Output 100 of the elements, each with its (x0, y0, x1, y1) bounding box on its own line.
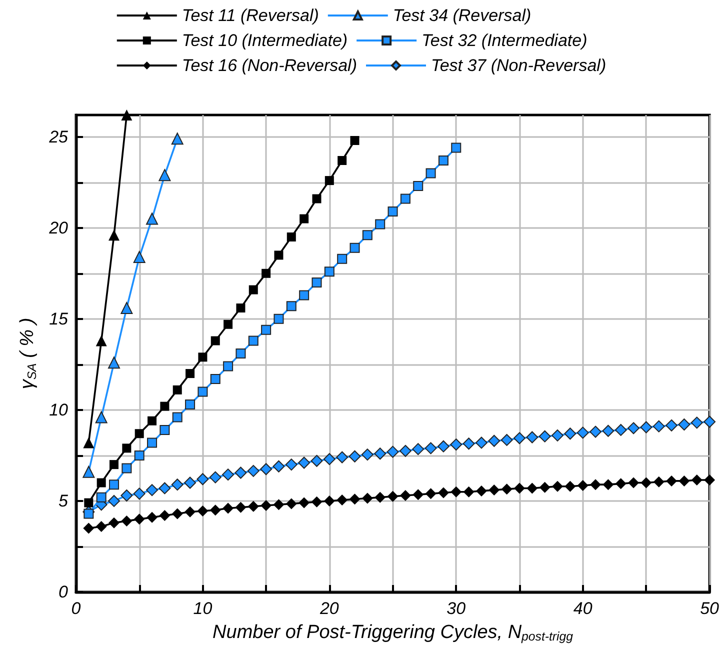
point (272, 460, 285, 472)
point (564, 480, 576, 492)
point (286, 498, 297, 510)
point (488, 484, 500, 496)
point (362, 230, 372, 240)
point (615, 478, 626, 490)
point (526, 482, 538, 494)
point (590, 479, 602, 490)
point (374, 492, 386, 503)
point (210, 336, 220, 346)
point (134, 514, 145, 525)
point (198, 386, 208, 397)
point (438, 487, 449, 498)
point (350, 242, 360, 253)
point (500, 434, 513, 446)
point (299, 290, 310, 300)
legend-label: Test 16 (Non-Reversal) (182, 56, 358, 75)
legend-label: Test 11 (Reversal) (182, 6, 319, 25)
point (248, 500, 259, 512)
point (96, 478, 106, 488)
point (400, 490, 411, 502)
point (171, 478, 184, 491)
point (652, 420, 665, 432)
point (260, 500, 272, 512)
point (286, 232, 296, 242)
point (438, 156, 448, 166)
point (84, 508, 94, 519)
y-tick-label: 0 (58, 582, 69, 602)
point (361, 448, 374, 461)
point (235, 502, 246, 513)
point (387, 490, 398, 502)
point (462, 438, 475, 450)
point (146, 212, 158, 225)
point (400, 194, 410, 204)
point (84, 498, 94, 508)
point (424, 442, 437, 454)
point (336, 494, 348, 506)
point (120, 490, 133, 502)
point (158, 169, 171, 182)
point (413, 181, 424, 192)
point (704, 474, 716, 486)
point (122, 463, 132, 474)
point (691, 474, 702, 486)
point (476, 485, 487, 496)
point (576, 426, 589, 439)
point (399, 444, 412, 457)
y-axis-title: γSA ( % ) (17, 318, 39, 390)
legend-label: Test 37 (Non-Reversal) (431, 56, 606, 75)
point (298, 456, 310, 469)
point (146, 512, 158, 523)
point (273, 499, 284, 510)
point (224, 320, 233, 329)
point (451, 142, 462, 153)
point (198, 352, 208, 362)
point (148, 416, 157, 426)
point (120, 302, 133, 314)
point (312, 194, 322, 204)
point (133, 488, 146, 500)
point (412, 443, 424, 456)
point (526, 431, 538, 444)
point (108, 230, 120, 241)
point (386, 446, 399, 458)
point (310, 454, 323, 467)
point (222, 502, 234, 514)
point (159, 510, 170, 522)
point (95, 411, 108, 424)
point (501, 484, 512, 495)
x-tick-label: 30 (446, 599, 466, 618)
point (134, 450, 144, 460)
y-tick-label: 5 (58, 491, 69, 510)
y-tick-label: 20 (48, 218, 69, 238)
point (122, 444, 132, 453)
point (653, 476, 664, 488)
point (488, 434, 500, 447)
point (285, 458, 298, 471)
point (666, 475, 678, 486)
point (196, 473, 209, 486)
point (338, 156, 347, 166)
point (262, 268, 271, 278)
point (209, 471, 222, 484)
point (336, 451, 348, 464)
point (83, 437, 94, 448)
point (109, 480, 120, 490)
point (475, 436, 488, 449)
point (704, 416, 716, 428)
point (172, 412, 182, 422)
point (171, 132, 184, 145)
point (577, 480, 588, 491)
point (222, 468, 234, 481)
point (513, 432, 526, 444)
point (350, 136, 360, 145)
x-tick-label: 40 (573, 599, 593, 618)
point (602, 424, 614, 437)
point (248, 336, 258, 346)
legend-label: Test 32 (Intermediate) (422, 31, 588, 50)
point (640, 477, 652, 488)
legend-label: Test 34 (Reversal) (392, 6, 532, 25)
point (160, 402, 170, 411)
point (678, 475, 690, 486)
point (146, 484, 158, 496)
